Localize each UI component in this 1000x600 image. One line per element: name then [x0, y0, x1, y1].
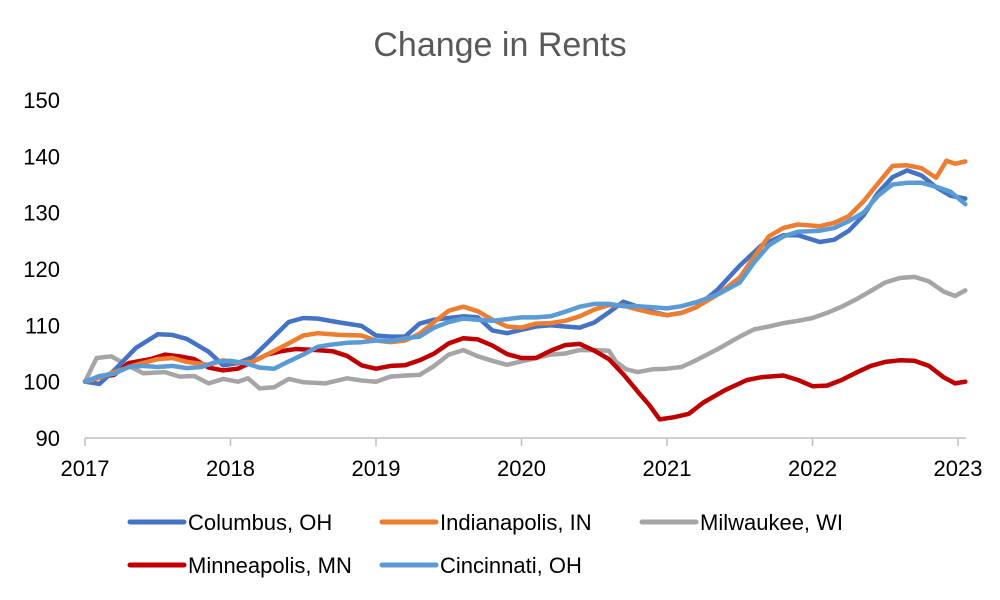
series-line-indianapolis-in	[82, 158, 968, 384]
x-tick-label: 2020	[497, 456, 546, 481]
y-tick-label: 100	[23, 370, 60, 395]
series-line-milwaukee-wi	[82, 274, 968, 391]
x-axis-tick-labels: 2017 2018 2019 2020 2021 2022 2023	[61, 456, 983, 481]
x-tick-label: 2022	[788, 456, 837, 481]
series-line-columbus-oh	[82, 168, 968, 387]
series-line-minneapolis-mn	[82, 336, 968, 422]
y-tick-label: 150	[23, 88, 60, 113]
legend-label: Columbus, OH	[188, 510, 332, 535]
x-tick-label: 2021	[643, 456, 692, 481]
legend-label: Indianapolis, IN	[440, 510, 592, 535]
series-lines	[82, 158, 968, 422]
y-tick-label: 120	[23, 257, 60, 282]
y-tick-label: 140	[23, 144, 60, 169]
y-tick-label: 130	[23, 201, 60, 226]
x-tick-label: 2018	[206, 456, 255, 481]
x-tick-label: 2023	[934, 456, 983, 481]
y-axis-tick-labels: 90 100 110 120 130 140 150	[23, 88, 60, 451]
x-tick-label: 2019	[352, 456, 401, 481]
series-line-cincinnati-oh	[82, 180, 968, 384]
legend: Columbus, OH Indianapolis, IN Milwaukee, W…	[127, 510, 843, 578]
x-axis-tick-marks	[84, 438, 959, 446]
legend-label: Milwaukee, WI	[700, 510, 843, 535]
legend-label: Cincinnati, OH	[440, 553, 582, 578]
y-tick-label: 110	[25, 313, 60, 338]
chart-title: Change in Rents	[373, 26, 626, 64]
legend-label: Minneapolis, MN	[188, 553, 352, 578]
y-tick-label: 90	[36, 426, 60, 451]
x-tick-label: 2017	[61, 456, 110, 481]
